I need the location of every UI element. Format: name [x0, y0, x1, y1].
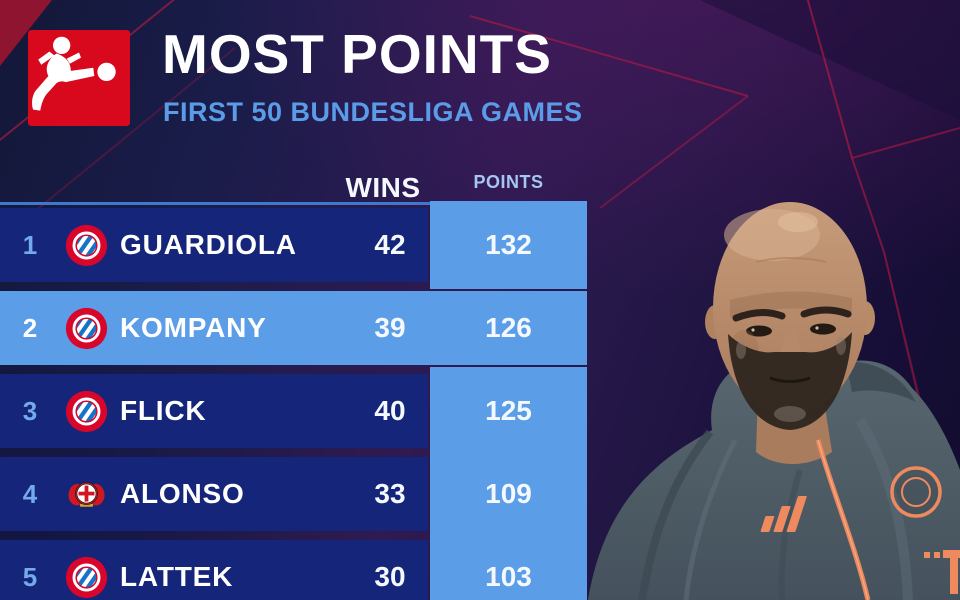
bayern-munich-badge-icon [64, 555, 109, 600]
wins-value: 39 [374, 312, 406, 343]
row-main: 2 KOMPANY 39 [0, 291, 428, 365]
row-main: 4 ALONSO 33 [0, 457, 428, 531]
column-header-points: POINTS [473, 172, 544, 192]
points-cell: 109 [430, 450, 587, 538]
rank-label: 2 [22, 312, 38, 343]
bayern-chest-badge-icon [890, 466, 942, 518]
vincent-kompany-portrait [588, 202, 960, 600]
points-cell: 125 [430, 367, 587, 455]
rank-label: 3 [22, 395, 38, 426]
rank-label: 1 [22, 229, 38, 260]
coach-name: KOMPANY [120, 312, 267, 343]
club-badge-wrap [60, 555, 112, 600]
points-cell: 132 [430, 201, 587, 289]
table-row-flick: 3 FLICK 40 125 [0, 367, 587, 455]
points-cell: 126 [430, 291, 587, 365]
bayern-munich-badge-icon [64, 306, 109, 351]
coach-name: FLICK [120, 395, 207, 426]
page-subtitle: FIRST 50 BUNDESLIGA GAMES [163, 97, 583, 127]
rank-label: 5 [22, 561, 38, 592]
table-row-lattek: 5 LATTEK 30 103 [0, 533, 587, 600]
page-title: MOST POINTS [162, 23, 552, 85]
bundesliga-logo-icon [28, 30, 130, 126]
club-badge-wrap [60, 223, 112, 268]
column-header-wins: WINS [345, 172, 421, 203]
row-main: 1 GUARDIOLA 42 [0, 208, 428, 282]
table-row-alonso: 4 ALONSO 33 109 [0, 450, 587, 538]
rank-label: 4 [22, 478, 38, 509]
table-row-guardiola: 1 GUARDIOLA 42 132 [0, 201, 587, 289]
row-main: 5 LATTEK 30 [0, 540, 428, 600]
club-badge-wrap [60, 472, 112, 517]
wins-value: 42 [374, 229, 406, 260]
table-row-kompany: 2 KOMPANY 39 126 [0, 291, 587, 365]
club-badge-wrap [60, 389, 112, 434]
bayer-leverkusen-badge-icon [64, 472, 109, 517]
row-main: 3 FLICK 40 [0, 374, 428, 448]
coach-name: LATTEK [120, 561, 234, 592]
club-badge-wrap [60, 306, 112, 351]
stats-table-rows: 1 GUARDIOLA 42 132 2 KOMPANY 39 126 [0, 201, 587, 600]
wins-value: 30 [374, 561, 406, 592]
points-cell: 103 [430, 533, 587, 600]
wins-value: 33 [374, 478, 406, 509]
wins-value: 40 [374, 395, 406, 426]
coach-name: GUARDIOLA [120, 229, 297, 260]
bayern-munich-badge-icon [64, 223, 109, 268]
coach-name: ALONSO [120, 478, 245, 509]
table-top-divider [0, 202, 587, 205]
adidas-logo-icon [760, 496, 807, 532]
bayern-munich-badge-icon [64, 389, 109, 434]
telekom-logo-icon [924, 550, 960, 594]
